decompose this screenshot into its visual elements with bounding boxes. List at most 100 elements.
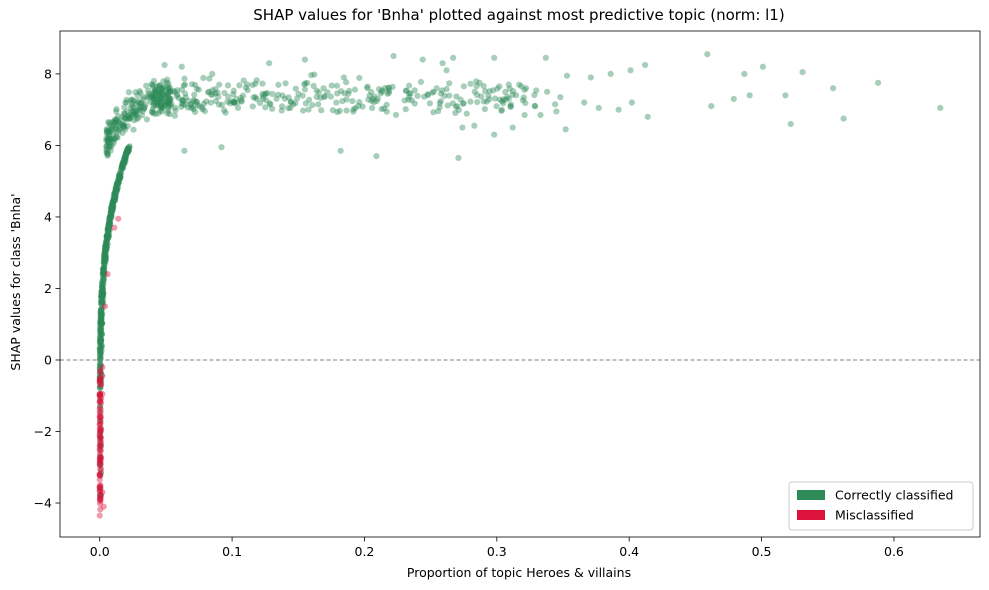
correct-point — [123, 149, 130, 157]
correct-point — [99, 302, 107, 309]
correct-point — [166, 98, 173, 105]
correct-point — [231, 100, 238, 107]
correct-point — [478, 93, 485, 100]
correct-point — [98, 288, 105, 296]
correct-point — [139, 96, 146, 103]
correct-point — [111, 118, 118, 126]
y-tick-label: −2 — [34, 424, 52, 439]
misclassified-point — [97, 438, 104, 445]
correct-point — [521, 111, 528, 119]
correct-point — [385, 84, 392, 91]
correct-point — [97, 315, 105, 322]
correct-point — [207, 99, 214, 106]
correct-point — [123, 151, 130, 159]
correct-point — [100, 260, 108, 268]
correct-point — [118, 164, 125, 171]
correct-point — [441, 92, 448, 99]
correct-point — [159, 90, 166, 97]
correct-point — [300, 107, 307, 114]
correct-point — [96, 453, 104, 460]
correct-point — [343, 107, 350, 114]
correct-point — [153, 92, 160, 99]
correct-point — [301, 56, 308, 63]
correct-point — [130, 97, 137, 104]
correct-point — [97, 345, 104, 353]
correct-point — [150, 99, 157, 107]
correct-point — [320, 85, 327, 92]
correct-point — [275, 91, 282, 98]
correct-point — [98, 347, 105, 354]
correct-point — [115, 183, 122, 191]
correct-point — [109, 202, 116, 210]
correct-point — [110, 193, 117, 200]
correct-point — [504, 93, 511, 101]
correct-point — [99, 285, 106, 292]
correct-point — [125, 146, 132, 153]
correct-point — [103, 233, 110, 240]
correct-point — [230, 99, 238, 106]
correct-point — [117, 174, 124, 181]
correct-point — [377, 90, 384, 97]
correct-point — [471, 88, 478, 95]
correct-point — [104, 225, 111, 232]
correct-point — [105, 139, 112, 146]
correct-point — [96, 348, 104, 355]
correct-point — [150, 89, 157, 96]
correct-point — [116, 178, 123, 186]
correct-point — [97, 316, 105, 323]
correct-point — [120, 159, 127, 166]
correct-point — [97, 328, 104, 336]
correct-point — [96, 345, 103, 352]
correct-point — [104, 146, 111, 154]
correct-point — [163, 89, 170, 96]
correct-point — [368, 97, 375, 104]
correct-point — [365, 96, 372, 103]
correct-point — [164, 76, 171, 83]
correct-point — [104, 226, 111, 233]
misclassified-point — [96, 392, 103, 399]
x-axis-title: Proportion of topic Heroes & villains — [407, 565, 631, 580]
correct-point — [96, 373, 103, 380]
correct-point — [97, 339, 104, 346]
correct-point — [439, 60, 446, 67]
correct-point — [123, 150, 130, 158]
correct-point — [123, 147, 131, 154]
correct-point — [113, 189, 120, 196]
correct-point — [101, 268, 108, 276]
correct-point — [101, 261, 108, 268]
correct-point — [98, 290, 105, 297]
correct-point — [519, 97, 527, 104]
correct-point — [100, 267, 107, 274]
correct-point — [185, 97, 192, 104]
correct-point — [101, 256, 108, 263]
correct-point — [236, 82, 243, 89]
misclassified-point — [96, 487, 104, 494]
correct-point — [107, 213, 114, 220]
correct-point — [133, 112, 140, 119]
correct-point — [134, 98, 141, 105]
correct-point — [98, 317, 105, 324]
correct-point — [109, 125, 116, 132]
correct-point — [97, 433, 104, 441]
correct-point — [108, 203, 115, 210]
correct-point — [160, 78, 167, 85]
correct-point — [99, 270, 106, 278]
correct-point — [165, 105, 172, 112]
correct-point — [102, 255, 110, 262]
correct-point — [105, 220, 113, 227]
correct-point — [107, 213, 114, 220]
correct-point — [134, 92, 141, 99]
correct-point — [179, 97, 186, 104]
correct-point — [119, 165, 126, 172]
x-tick-label: 0.6 — [884, 544, 904, 559]
correct-point — [436, 100, 443, 107]
misclassified-point — [97, 465, 105, 473]
correct-point — [114, 180, 121, 188]
correct-point — [454, 103, 461, 110]
correct-point — [97, 336, 104, 344]
correct-point — [113, 106, 120, 113]
correct-point — [165, 85, 172, 93]
correct-point — [97, 459, 104, 466]
misclassified-point — [97, 425, 104, 432]
correct-point — [364, 84, 371, 92]
